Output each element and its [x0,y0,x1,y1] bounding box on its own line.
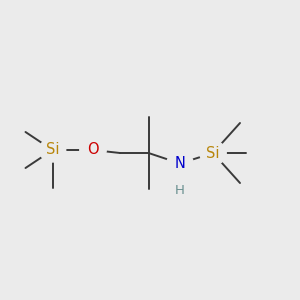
Ellipse shape [167,152,193,176]
Ellipse shape [39,138,66,162]
Text: Si: Si [46,142,59,158]
Text: N: N [175,156,185,171]
Ellipse shape [200,141,226,165]
Ellipse shape [80,138,106,162]
Text: O: O [87,142,99,158]
Text: H: H [175,184,185,197]
Text: Si: Si [206,146,220,160]
